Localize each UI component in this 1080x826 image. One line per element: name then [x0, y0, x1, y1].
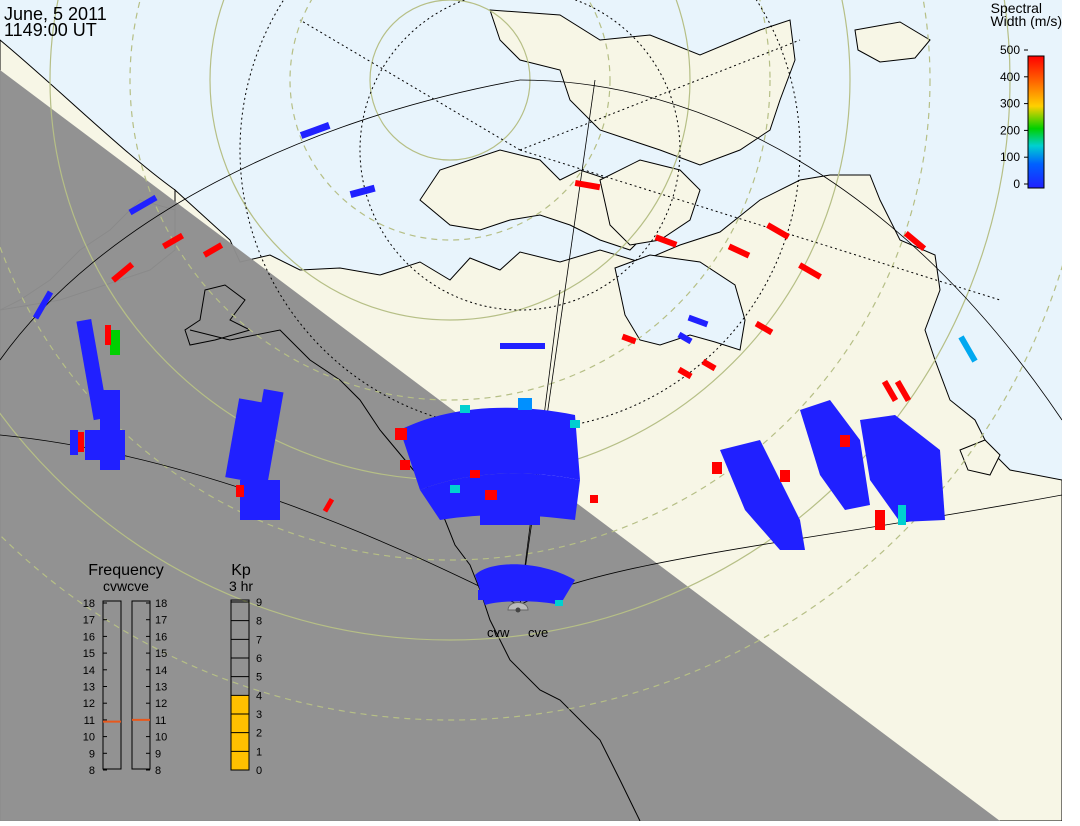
latitude-grid — [0, 0, 1062, 721]
date-label: June, 5 2011 — [4, 4, 107, 24]
frequency-tick-left: 17 — [83, 615, 95, 627]
radar-label-west: cvw — [487, 625, 510, 640]
frequency-tick-left: 9 — [89, 748, 95, 760]
frequency-tick-right: 17 — [155, 615, 167, 627]
colorbar-tick-label: 100 — [1000, 150, 1020, 164]
frequency-tick-left: 10 — [83, 732, 95, 744]
frequency-tick-left: 8 — [89, 765, 95, 777]
colorbar-title-line2: Width (m/s) — [990, 13, 1062, 29]
kp-tick-label: 4 — [256, 690, 262, 702]
radar-echoes — [32, 122, 978, 606]
kp-tick-label: 2 — [256, 728, 262, 740]
kp-bar — [230, 599, 250, 771]
frequency-tick-right: 8 — [155, 765, 161, 777]
frequency-tick-right: 18 — [155, 598, 167, 610]
frequency-panel: Frequency cvwcve 18 18 17 17 16 16 15 15 14 14 13 1… — [83, 562, 168, 777]
radar-label-east: cve — [528, 625, 548, 640]
frequency-tick-right: 16 — [155, 631, 167, 643]
colorbar: Spectral Width (m/s) 500 400 300 200 100 0 — [990, 0, 1062, 191]
land-greenland — [489, 9, 796, 166]
frequency-bar-cve — [131, 600, 151, 770]
frequency-tick-left: 16 — [83, 631, 95, 643]
kp-tick-label: 5 — [256, 672, 262, 684]
kp-subtitle: 3 hr — [229, 578, 253, 594]
radar-site — [507, 602, 529, 613]
frequency-tick-right: 12 — [155, 698, 167, 710]
colorbar-gradient — [1027, 55, 1045, 189]
time-label: 1149:00 UT — [4, 20, 97, 40]
frequency-tick-left: 12 — [83, 698, 95, 710]
alaska-outline — [184, 284, 252, 346]
kp-tick-label: 7 — [256, 634, 262, 646]
coastline-night — [189, 329, 641, 821]
frequency-title: Frequency — [88, 562, 164, 579]
kp-tick-label: 8 — [256, 616, 262, 628]
frequency-tick-right: 14 — [155, 665, 167, 677]
kp-tick-label: 3 — [256, 709, 262, 721]
land-iceland — [854, 21, 931, 63]
kp-tick-label: 1 — [256, 746, 262, 758]
magnetic-grid — [239, 0, 1001, 431]
frequency-tick-right: 13 — [155, 682, 167, 694]
frequency-tick-left: 13 — [83, 682, 95, 694]
colorbar-tick-label: 500 — [1000, 43, 1020, 57]
kp-tick-label: 6 — [256, 653, 262, 665]
kp-panel: Kp 3 hr 9 8 7 6 5 4 3 2 1 0 — [229, 562, 262, 777]
frequency-tick-left: 18 — [83, 598, 95, 610]
kp-tick-label: 0 — [256, 765, 262, 777]
frequency-tick-right: 9 — [155, 748, 161, 760]
frequency-tick-left: 11 — [84, 715, 95, 727]
colorbar-tick-label: 200 — [1000, 123, 1020, 137]
colorbar-tick-label: 400 — [1000, 70, 1020, 84]
land-baffin-island — [599, 159, 701, 246]
frequency-tick-right: 11 — [155, 715, 166, 727]
frequency-tick-left: 15 — [83, 648, 95, 660]
kp-tick-label: 9 — [256, 597, 262, 609]
colorbar-tick-label: 0 — [1013, 177, 1020, 191]
frequency-subtitle: cvwcve — [103, 578, 149, 594]
land-newfoundland — [959, 439, 1001, 476]
kp-title: Kp — [231, 562, 251, 579]
frequency-tick-left: 14 — [83, 665, 95, 677]
colorbar-title-line1: Spectral — [991, 0, 1042, 16]
colorbar-tick-label: 300 — [1000, 97, 1020, 111]
timestamp: June, 5 2011 1149:00 UT — [4, 4, 107, 40]
frequency-bar-cvw — [102, 600, 122, 770]
frequency-tick-right: 10 — [155, 732, 167, 744]
frequency-tick-right: 15 — [155, 648, 167, 660]
